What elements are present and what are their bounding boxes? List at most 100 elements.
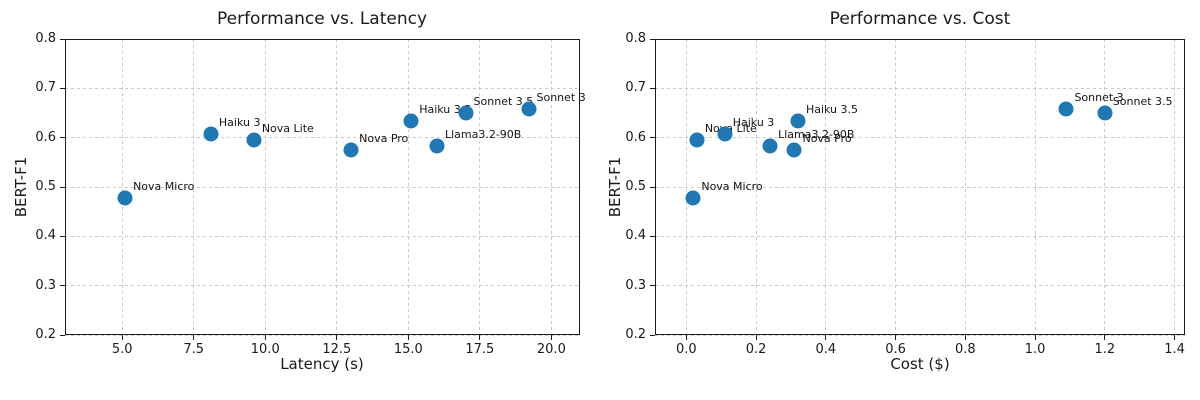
y-tick-mark [60,38,65,40]
x-tick-mark [479,335,481,340]
data-point [689,132,705,148]
y-tick-label: 0.2 [625,327,646,342]
x-tick-mark [121,335,123,340]
x-tick-label: 0.6 [885,342,906,357]
y-gridline [655,137,1185,139]
x-tick-label: 10.0 [250,342,280,357]
point-label: Haiku 3 [732,115,775,129]
point-label: Haiku 3 [218,115,261,129]
point-label: Nova Pro [359,132,409,146]
x-tick-label: 1.4 [1164,342,1185,357]
latency-x-axis-label: Latency (s) [280,355,364,373]
data-point [117,190,133,206]
y-tick-label: 0.8 [625,31,646,46]
x-tick-mark [264,335,266,340]
latency-chart-title: Performance vs. Latency [216,9,428,29]
y-tick-label: 0.2 [35,327,56,342]
x-tick-label: 12.5 [322,342,352,357]
point-label: Sonnet 3 [536,91,586,105]
point-label: Sonnet 3 [1074,91,1124,105]
x-tick-label: 0.0 [676,342,697,357]
y-tick-label: 0.4 [35,228,56,244]
y-tick-mark [60,87,65,89]
y-tick-label: 0.4 [625,228,646,244]
x-tick-label: 0.8 [954,342,976,357]
point-label: Sonnet 3.5 [1112,95,1173,108]
x-tick-mark [964,335,966,340]
y-tick-mark [60,235,65,237]
y-tick-label: 0.5 [625,179,646,194]
y-gridline [655,285,1185,287]
y-tick-mark [650,38,655,40]
x-tick-mark [336,335,338,340]
data-point [790,113,806,129]
y-tick-label: 0.8 [35,31,56,46]
x-tick-mark [755,335,757,340]
y-tick-label: 0.3 [625,277,646,293]
x-tick-mark [407,335,409,340]
y-gridline [65,137,580,139]
y-gridline [65,285,580,287]
x-tick-mark [1034,335,1036,340]
x-tick-label: 0.4 [815,342,837,357]
point-label: Llama3.2-90B [444,128,522,142]
point-label: Nova Lite [261,121,314,135]
y-tick-label: 0.3 [35,277,56,293]
x-tick-mark [895,335,897,340]
data-point [458,105,474,121]
x-tick-label: 7.5 [183,342,205,357]
y-tick-label: 0.6 [625,129,646,145]
y-tick-mark [650,285,655,287]
y-gridline [655,186,1185,188]
x-tick-label: 5.0 [111,342,133,357]
point-label: Haiku 3.5 [805,102,859,116]
y-tick-mark [650,87,655,89]
y-tick-mark [60,334,65,336]
x-tick-label: 20.0 [536,342,566,357]
cost-plot-area [655,39,1185,335]
point-label: Nova Micro [133,179,195,193]
y-tick-mark [60,186,65,188]
x-tick-label: 1.0 [1024,342,1046,357]
y-tick-label: 0.5 [35,179,56,194]
y-gridline [65,87,580,89]
data-point [762,138,778,154]
x-tick-mark [685,335,687,340]
data-point [203,126,219,142]
point-label: Llama3.2-90B [778,128,855,142]
y-tick-mark [650,334,655,336]
y-gridline [65,235,580,237]
x-tick-mark [1104,335,1106,340]
point-label: Nova Pro [802,132,852,146]
data-point [685,190,701,206]
data-point [343,142,359,158]
y-tick-mark [650,235,655,237]
x-tick-mark [550,335,552,340]
y-tick-mark [650,137,655,139]
y-tick-mark [60,137,65,139]
point-label: Sonnet 3.5 [473,95,534,108]
x-tick-mark [193,335,195,340]
x-tick-label: 17.5 [465,342,495,357]
y-tick-label: 0.6 [35,129,56,145]
data-point [786,142,802,158]
latency-plot-area [65,39,580,335]
x-tick-label: 1.2 [1094,342,1116,357]
y-tick-mark [60,285,65,287]
y-gridline [65,334,580,336]
point-label: Nova Micro [701,179,763,193]
y-gridline [655,235,1185,237]
x-tick-mark [1174,335,1176,340]
data-point [1058,101,1074,117]
data-point [521,101,536,117]
x-tick-label: 0.2 [745,342,767,357]
y-tick-mark [650,186,655,188]
data-point [429,138,445,154]
cost-x-axis-label: Cost ($) [890,355,950,373]
data-point [246,132,262,148]
data-point [403,113,419,129]
x-tick-mark [825,335,827,340]
y-tick-label: 0.7 [35,80,56,96]
y-gridline [655,87,1185,89]
